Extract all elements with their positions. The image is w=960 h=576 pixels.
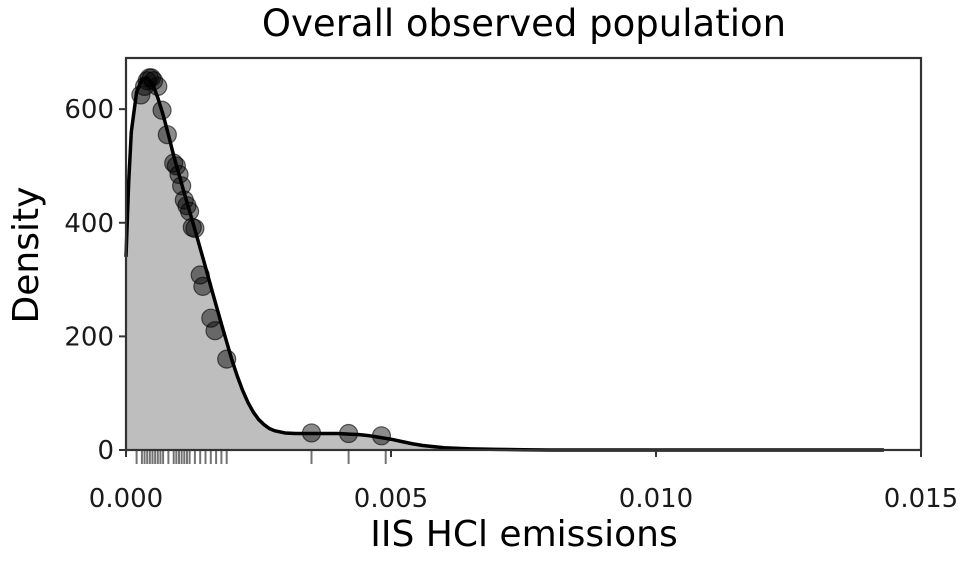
y-tick-label-0: 0	[97, 436, 114, 466]
x-tick-label-0: 0.000	[89, 484, 163, 514]
data-point-17	[185, 218, 205, 239]
data-point-15	[180, 201, 200, 221]
plot-area	[124, 68, 884, 464]
data-point-21	[205, 321, 225, 341]
chart-title: Overall observed population	[262, 2, 786, 45]
density-curve	[124, 76, 884, 452]
data-point-11	[169, 164, 189, 185]
y-axis-title: Density	[6, 187, 47, 324]
data-point-9	[164, 153, 184, 173]
data-point-25	[371, 426, 392, 446]
x-axis-title: IIS HCl emissions	[370, 514, 678, 555]
x-tick-label-2: 0.010	[619, 484, 693, 514]
x-tick-label-1: 0.005	[354, 484, 428, 514]
data-point-19	[193, 276, 213, 296]
y-tick-label-1: 200	[64, 322, 114, 352]
data-point-24	[339, 423, 359, 444]
data-point-22	[217, 349, 237, 369]
data-point-12	[172, 176, 192, 196]
data-point-7	[152, 100, 172, 120]
data-point-23	[301, 423, 322, 443]
data-point-6	[148, 76, 168, 97]
data-point-8	[157, 125, 177, 145]
x-tick-label-3: 0.015	[884, 484, 958, 514]
y-tick-label-3: 600	[64, 95, 114, 125]
y-tick-label-2: 400	[64, 209, 114, 239]
data-point-20	[201, 308, 221, 328]
density-area	[126, 77, 884, 450]
plot-frame	[124, 56, 923, 452]
axes: 0.000 0.005 0.010 0.015 0 200 400 600	[64, 56, 958, 514]
data-point-18	[190, 265, 210, 285]
